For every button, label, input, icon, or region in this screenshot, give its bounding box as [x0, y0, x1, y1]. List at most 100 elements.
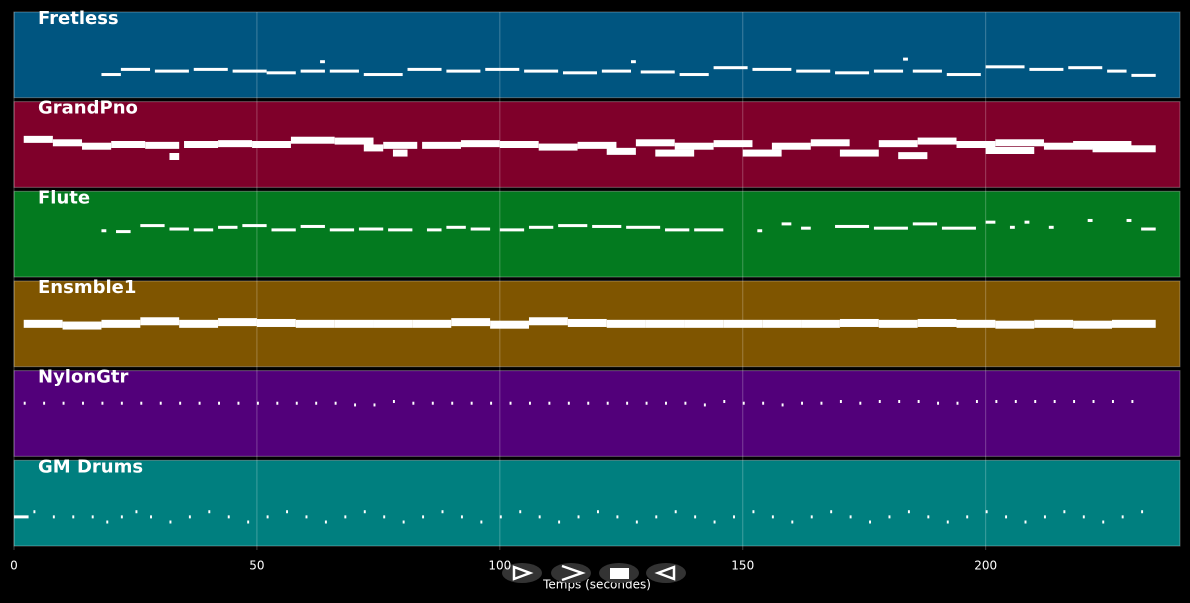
note	[237, 401, 240, 405]
note	[363, 144, 384, 152]
note	[392, 149, 408, 157]
note	[1092, 145, 1156, 153]
note	[1141, 510, 1144, 514]
note	[52, 139, 83, 147]
note	[140, 224, 165, 228]
note	[796, 69, 831, 73]
track-title: Flute	[38, 187, 90, 208]
note	[1063, 510, 1066, 514]
note	[1141, 227, 1156, 231]
note	[344, 515, 347, 519]
note	[849, 515, 852, 519]
note	[873, 69, 904, 73]
note	[470, 401, 473, 405]
note	[927, 515, 930, 519]
note	[218, 318, 257, 327]
play-button[interactable]	[502, 563, 542, 583]
note	[441, 510, 444, 514]
note	[606, 147, 636, 155]
note	[460, 515, 463, 519]
note	[334, 137, 374, 145]
note	[1043, 515, 1046, 519]
note	[679, 73, 709, 77]
note	[1005, 515, 1008, 519]
note	[771, 142, 811, 150]
note	[859, 401, 862, 405]
note	[363, 73, 403, 77]
note	[256, 318, 296, 327]
note	[966, 515, 969, 519]
note	[801, 401, 803, 405]
note	[1053, 400, 1056, 404]
note	[1082, 515, 1085, 519]
note	[184, 141, 219, 148]
note	[558, 224, 588, 228]
note	[485, 67, 520, 71]
note	[694, 515, 697, 519]
track-band	[13, 459, 1181, 547]
note	[587, 401, 590, 405]
note	[43, 401, 46, 405]
note	[528, 401, 531, 405]
track-title: GrandPno	[38, 98, 138, 119]
note	[985, 510, 988, 514]
note	[451, 318, 491, 327]
note	[324, 520, 327, 524]
note	[869, 520, 872, 524]
note	[835, 71, 870, 75]
note	[232, 69, 267, 73]
note	[937, 401, 940, 405]
note	[606, 401, 609, 405]
note	[684, 401, 687, 405]
note	[1087, 218, 1093, 222]
note	[286, 510, 289, 514]
note	[145, 141, 180, 149]
note	[490, 401, 493, 405]
note	[140, 401, 143, 405]
note	[956, 319, 996, 328]
note	[116, 230, 131, 234]
note	[52, 515, 55, 519]
stop-button[interactable]	[599, 563, 639, 583]
note	[218, 140, 253, 148]
note	[713, 140, 753, 148]
note	[1034, 319, 1074, 328]
note	[383, 515, 386, 519]
note	[635, 139, 675, 147]
note	[402, 520, 405, 524]
note	[752, 510, 755, 514]
note	[1111, 319, 1156, 328]
track-band	[13, 370, 1181, 457]
note	[82, 142, 112, 150]
note	[878, 140, 918, 148]
note	[91, 515, 94, 519]
note	[752, 67, 792, 71]
note	[392, 400, 395, 404]
note	[771, 515, 774, 519]
note	[781, 222, 792, 226]
note	[703, 403, 706, 407]
note	[655, 149, 695, 157]
x-tick-label: 0	[10, 559, 18, 573]
note	[23, 401, 26, 405]
note	[801, 226, 811, 230]
x-tick-label: 150	[731, 559, 754, 573]
note	[227, 515, 230, 519]
note	[490, 320, 529, 329]
note	[373, 403, 376, 407]
note	[300, 69, 325, 73]
note	[1107, 69, 1127, 73]
forward-button[interactable]	[551, 563, 591, 583]
note	[1024, 520, 1027, 524]
note	[1024, 220, 1030, 224]
note	[528, 225, 554, 229]
note	[1121, 515, 1124, 519]
note	[135, 510, 138, 514]
note	[830, 510, 833, 514]
note	[354, 403, 357, 407]
note	[363, 510, 366, 514]
back-button[interactable]	[646, 563, 686, 583]
note	[320, 60, 325, 64]
note	[626, 225, 661, 229]
